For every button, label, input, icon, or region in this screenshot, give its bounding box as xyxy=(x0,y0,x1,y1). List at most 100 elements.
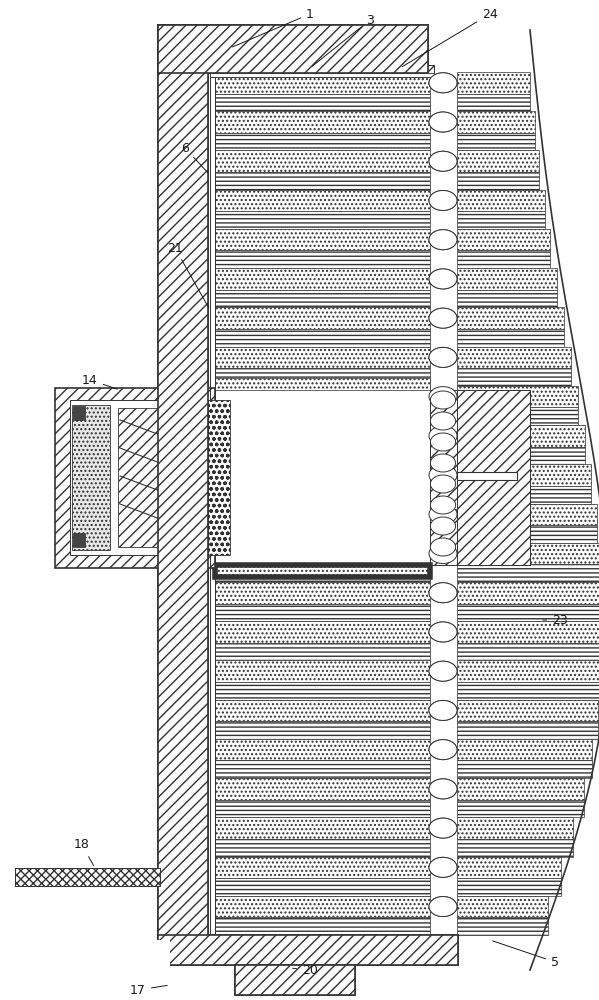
Bar xyxy=(215,347,430,368)
Ellipse shape xyxy=(429,818,457,838)
Text: 3: 3 xyxy=(312,13,374,66)
Ellipse shape xyxy=(431,538,456,556)
Bar xyxy=(158,25,208,940)
Bar xyxy=(215,229,430,250)
Ellipse shape xyxy=(429,308,457,328)
Bar xyxy=(0,940,170,1000)
Bar xyxy=(457,721,598,739)
Ellipse shape xyxy=(429,347,457,367)
Ellipse shape xyxy=(431,454,456,472)
Bar xyxy=(457,543,599,564)
Bar xyxy=(457,425,585,447)
Bar xyxy=(215,896,430,917)
Bar xyxy=(457,760,592,778)
Bar xyxy=(215,211,430,229)
Bar xyxy=(457,700,598,721)
Bar xyxy=(215,72,430,94)
Bar xyxy=(215,739,430,760)
Bar xyxy=(457,778,583,800)
Bar xyxy=(457,504,597,525)
Ellipse shape xyxy=(429,387,457,407)
Bar xyxy=(215,190,430,211)
Text: 1: 1 xyxy=(232,7,314,47)
Ellipse shape xyxy=(429,269,457,289)
Bar xyxy=(158,935,458,965)
Ellipse shape xyxy=(429,779,457,799)
Bar xyxy=(215,800,430,817)
Ellipse shape xyxy=(429,347,457,367)
Bar xyxy=(158,25,428,73)
Bar xyxy=(215,368,430,386)
Bar xyxy=(215,504,430,525)
Bar xyxy=(457,582,599,604)
Ellipse shape xyxy=(429,897,457,917)
Bar xyxy=(215,290,430,307)
Bar xyxy=(215,682,430,700)
Bar xyxy=(457,368,571,386)
Ellipse shape xyxy=(429,583,457,603)
Ellipse shape xyxy=(429,779,457,799)
Text: 14: 14 xyxy=(82,373,117,389)
Ellipse shape xyxy=(429,230,457,250)
Bar xyxy=(457,447,585,464)
Bar xyxy=(457,643,599,660)
Bar xyxy=(215,390,430,565)
Bar xyxy=(215,94,430,111)
Bar xyxy=(215,407,430,425)
Bar xyxy=(215,643,430,660)
Bar xyxy=(158,25,428,73)
Bar xyxy=(210,65,434,77)
Ellipse shape xyxy=(431,412,456,430)
Ellipse shape xyxy=(431,475,456,493)
Bar xyxy=(457,250,550,268)
Bar xyxy=(215,111,430,133)
Ellipse shape xyxy=(431,517,456,535)
Ellipse shape xyxy=(429,151,457,171)
Bar xyxy=(235,965,355,995)
Bar xyxy=(215,268,430,290)
Bar xyxy=(235,965,355,995)
Bar xyxy=(457,190,544,211)
Bar xyxy=(72,405,110,550)
Ellipse shape xyxy=(429,230,457,250)
Ellipse shape xyxy=(431,433,456,451)
Ellipse shape xyxy=(429,504,457,524)
Text: 21: 21 xyxy=(167,241,208,308)
Bar xyxy=(215,250,430,268)
Bar xyxy=(215,425,430,447)
Ellipse shape xyxy=(429,583,457,603)
Bar xyxy=(215,525,430,543)
Ellipse shape xyxy=(429,190,457,210)
Bar xyxy=(457,347,571,368)
Bar xyxy=(215,564,430,582)
Bar xyxy=(215,486,430,504)
Bar xyxy=(457,94,530,111)
Bar xyxy=(457,682,599,700)
Ellipse shape xyxy=(429,622,457,642)
Ellipse shape xyxy=(429,308,457,328)
Bar xyxy=(215,857,430,878)
Bar xyxy=(457,150,539,172)
Bar xyxy=(457,72,530,94)
Bar xyxy=(457,211,544,229)
Ellipse shape xyxy=(431,496,456,514)
Bar xyxy=(208,400,230,555)
Ellipse shape xyxy=(429,269,457,289)
Bar xyxy=(457,739,592,760)
Ellipse shape xyxy=(429,465,457,485)
Text: 23: 23 xyxy=(543,613,568,626)
Ellipse shape xyxy=(429,740,457,760)
Bar xyxy=(457,604,599,621)
Bar xyxy=(118,408,206,547)
Bar xyxy=(430,390,530,565)
Bar xyxy=(215,172,430,190)
Bar xyxy=(215,543,430,564)
Bar xyxy=(457,229,550,250)
Bar xyxy=(457,896,548,917)
Ellipse shape xyxy=(429,700,457,720)
Bar xyxy=(15,868,160,886)
Bar xyxy=(73,406,85,420)
Bar xyxy=(457,660,599,682)
Ellipse shape xyxy=(429,151,457,171)
Bar xyxy=(215,390,430,565)
